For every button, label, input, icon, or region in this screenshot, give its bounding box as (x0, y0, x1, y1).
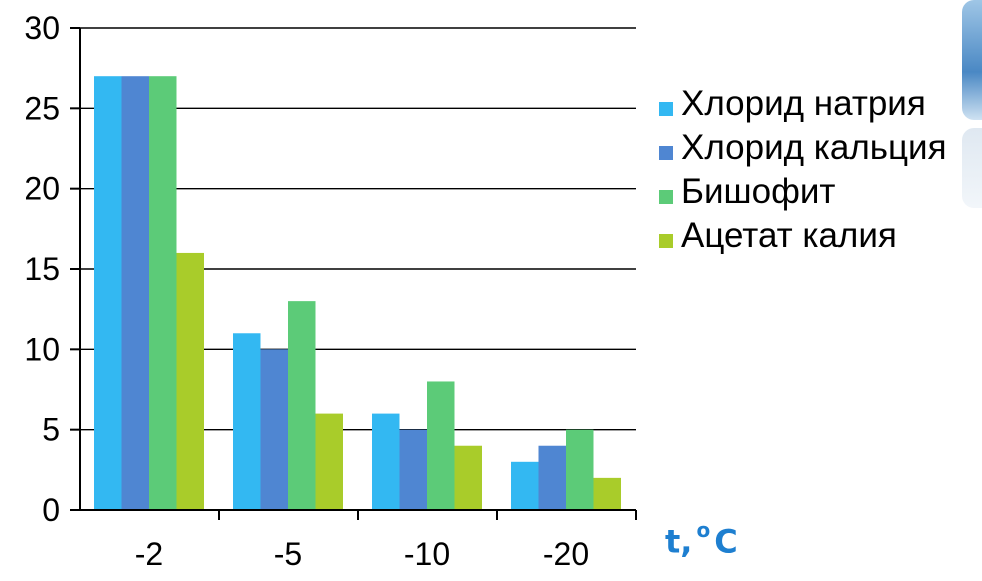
bar (149, 76, 177, 510)
legend-item-calcium-chloride: Хлорид кальция (655, 126, 975, 170)
x-tick-label: -20 (543, 536, 589, 572)
y-tick-label: 25 (24, 90, 60, 126)
bar (538, 445, 566, 510)
y-tick-label: 0 (42, 492, 60, 528)
axes (79, 28, 636, 511)
bar (593, 477, 621, 510)
legend-label: Бишофит (681, 172, 836, 211)
legend: Хлорид натрия Хлорид кальция Бишофит Аце… (655, 82, 975, 258)
unit-suffix: C (714, 522, 738, 561)
legend-swatch (659, 102, 673, 116)
legend-label: Хлорид кальция (681, 128, 947, 167)
bar (315, 413, 343, 510)
bar (176, 252, 204, 510)
y-tick-label: 20 (24, 171, 60, 207)
bar (288, 301, 316, 510)
legend-swatch (659, 234, 673, 248)
bar (454, 445, 482, 510)
bar (94, 76, 122, 510)
bar (427, 381, 455, 510)
legend-item-potassium-acetate: Ацетат калия (655, 214, 975, 258)
y-tick-label: 15 (24, 251, 60, 287)
decorative-water-drop-image (962, 128, 982, 208)
x-tick-label: -10 (404, 536, 450, 572)
x-tick-label: -5 (274, 536, 302, 572)
legend-label: Хлорид натрия (681, 84, 926, 123)
y-tick-label: 10 (24, 331, 60, 367)
legend-item-bischofite: Бишофит (655, 170, 975, 214)
y-tick-label: 5 (42, 412, 60, 448)
axis-labels: 0 5 10 15 20 25 30 -2 -5 -10 -20 (24, 10, 589, 572)
degree-sign: o (696, 518, 711, 542)
bar (511, 461, 539, 510)
legend-swatch (659, 146, 673, 160)
legend-swatch (659, 190, 673, 204)
decorative-water-drop-image (962, 0, 982, 120)
bars (94, 76, 621, 510)
bar (566, 429, 594, 510)
legend-item-sodium-chloride: Хлорид натрия (655, 82, 975, 126)
bar (399, 429, 427, 510)
bar (260, 349, 288, 510)
x-axis-unit-label: t, o C (665, 518, 738, 561)
bar-chart: 0 5 10 15 20 25 30 -2 -5 -10 -20 (24, 10, 637, 572)
unit-prefix: t, (665, 522, 693, 561)
bar (233, 333, 261, 510)
y-tick-label: 30 (24, 10, 60, 46)
bar (121, 76, 149, 510)
x-tick-label: -2 (135, 536, 163, 572)
bar (372, 413, 400, 510)
legend-label: Ацетат калия (681, 216, 897, 255)
